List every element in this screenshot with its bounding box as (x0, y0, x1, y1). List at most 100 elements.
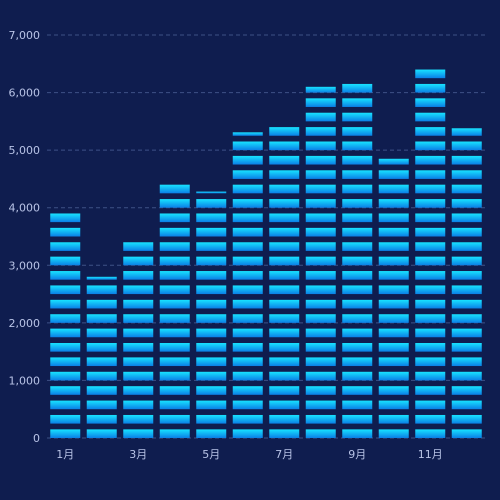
bar (50, 213, 81, 438)
bar-segment (269, 127, 300, 136)
bar-segment (159, 256, 190, 266)
bar-segment (123, 271, 154, 280)
bar-segment (269, 357, 300, 367)
bar-segment (159, 213, 190, 223)
bar-segment (196, 429, 227, 438)
bar-segment (378, 357, 409, 367)
bar-segment (305, 98, 336, 107)
bar-segment (415, 170, 446, 179)
bar-segment (415, 213, 446, 223)
bar-segment (50, 271, 81, 280)
bar-segment (196, 227, 227, 237)
bar-segment (232, 271, 263, 280)
bar-segment (415, 328, 446, 338)
bar-segment (342, 285, 373, 295)
bar-segment (305, 371, 336, 381)
bar-segment (269, 170, 300, 179)
bar-segment (451, 213, 482, 223)
bar-segment (86, 371, 117, 381)
bar-segment (196, 199, 227, 208)
bar-segment (123, 400, 154, 410)
bar-segment (123, 328, 154, 338)
bar-segment (305, 400, 336, 410)
bar-segment (86, 299, 117, 309)
bar-segment (378, 400, 409, 410)
bar-segment (415, 112, 446, 122)
bar-segment (415, 371, 446, 381)
bar (305, 86, 336, 438)
bar-segment (342, 400, 373, 410)
bar-segment (415, 357, 446, 367)
bar-segment (305, 328, 336, 338)
bar-segment (232, 199, 263, 208)
bar-segment (415, 314, 446, 323)
y-tick-label: 5,000 (9, 144, 41, 157)
bar-segment (50, 256, 81, 266)
bar-segment (50, 213, 81, 223)
bar-segment (232, 357, 263, 367)
bar-segment (86, 343, 117, 352)
bar-segment (415, 141, 446, 151)
bar-segment (50, 227, 81, 237)
bar-segment (378, 213, 409, 223)
bar-segment (269, 141, 300, 151)
bar-segment (232, 429, 263, 438)
bar-segment (269, 271, 300, 280)
bar-segment (415, 242, 446, 251)
bar-segment (232, 400, 263, 410)
bar-segment (196, 213, 227, 223)
bar-segment (342, 83, 373, 93)
bar-segment (196, 343, 227, 352)
bar-segment (159, 285, 190, 295)
bar-segment (451, 227, 482, 237)
bar-segment (196, 328, 227, 338)
bar-segment (232, 343, 263, 352)
bars (50, 69, 482, 438)
bar-segment (305, 213, 336, 223)
x-tick-label: 7月 (275, 448, 293, 461)
bar-segment (415, 256, 446, 266)
bar-segment (50, 429, 81, 438)
bar-segment (159, 328, 190, 338)
bar-segment (86, 314, 117, 323)
bar-segment (305, 227, 336, 237)
bar (159, 184, 190, 438)
bar-segment (196, 386, 227, 395)
bar-segment (342, 227, 373, 237)
bar-segment (50, 371, 81, 381)
y-tick-label: 3,000 (9, 259, 41, 272)
bar-segment (451, 343, 482, 352)
bar-segment (451, 400, 482, 410)
bar-segment (269, 328, 300, 338)
bar-segment (269, 400, 300, 410)
bar-segment (378, 285, 409, 295)
bar-segment (378, 343, 409, 352)
bar-segment (50, 299, 81, 309)
bar-segment (378, 199, 409, 208)
bar-segment (342, 127, 373, 136)
bar-segment (342, 271, 373, 280)
bar-segment (50, 357, 81, 367)
bar-segment (123, 414, 154, 424)
bar-segment (378, 414, 409, 424)
bar (415, 69, 446, 438)
bar-segment (232, 299, 263, 309)
bar-segment (451, 314, 482, 323)
bar-segment (196, 314, 227, 323)
bar-segment (159, 227, 190, 237)
bar-segment (415, 429, 446, 438)
bar-segment (269, 299, 300, 309)
bar-segment (451, 242, 482, 251)
bar-segment (123, 371, 154, 381)
bar-segment (342, 141, 373, 151)
bar-segment (86, 276, 117, 280)
bar-segment (269, 184, 300, 194)
bar-segment (342, 170, 373, 179)
y-tick-label: 2,000 (9, 317, 41, 330)
bar-segment (159, 414, 190, 424)
bar-segment (342, 371, 373, 381)
bar-segment (305, 141, 336, 151)
bar-segment (305, 285, 336, 295)
bar-segment (232, 386, 263, 395)
bar-segment (269, 314, 300, 323)
